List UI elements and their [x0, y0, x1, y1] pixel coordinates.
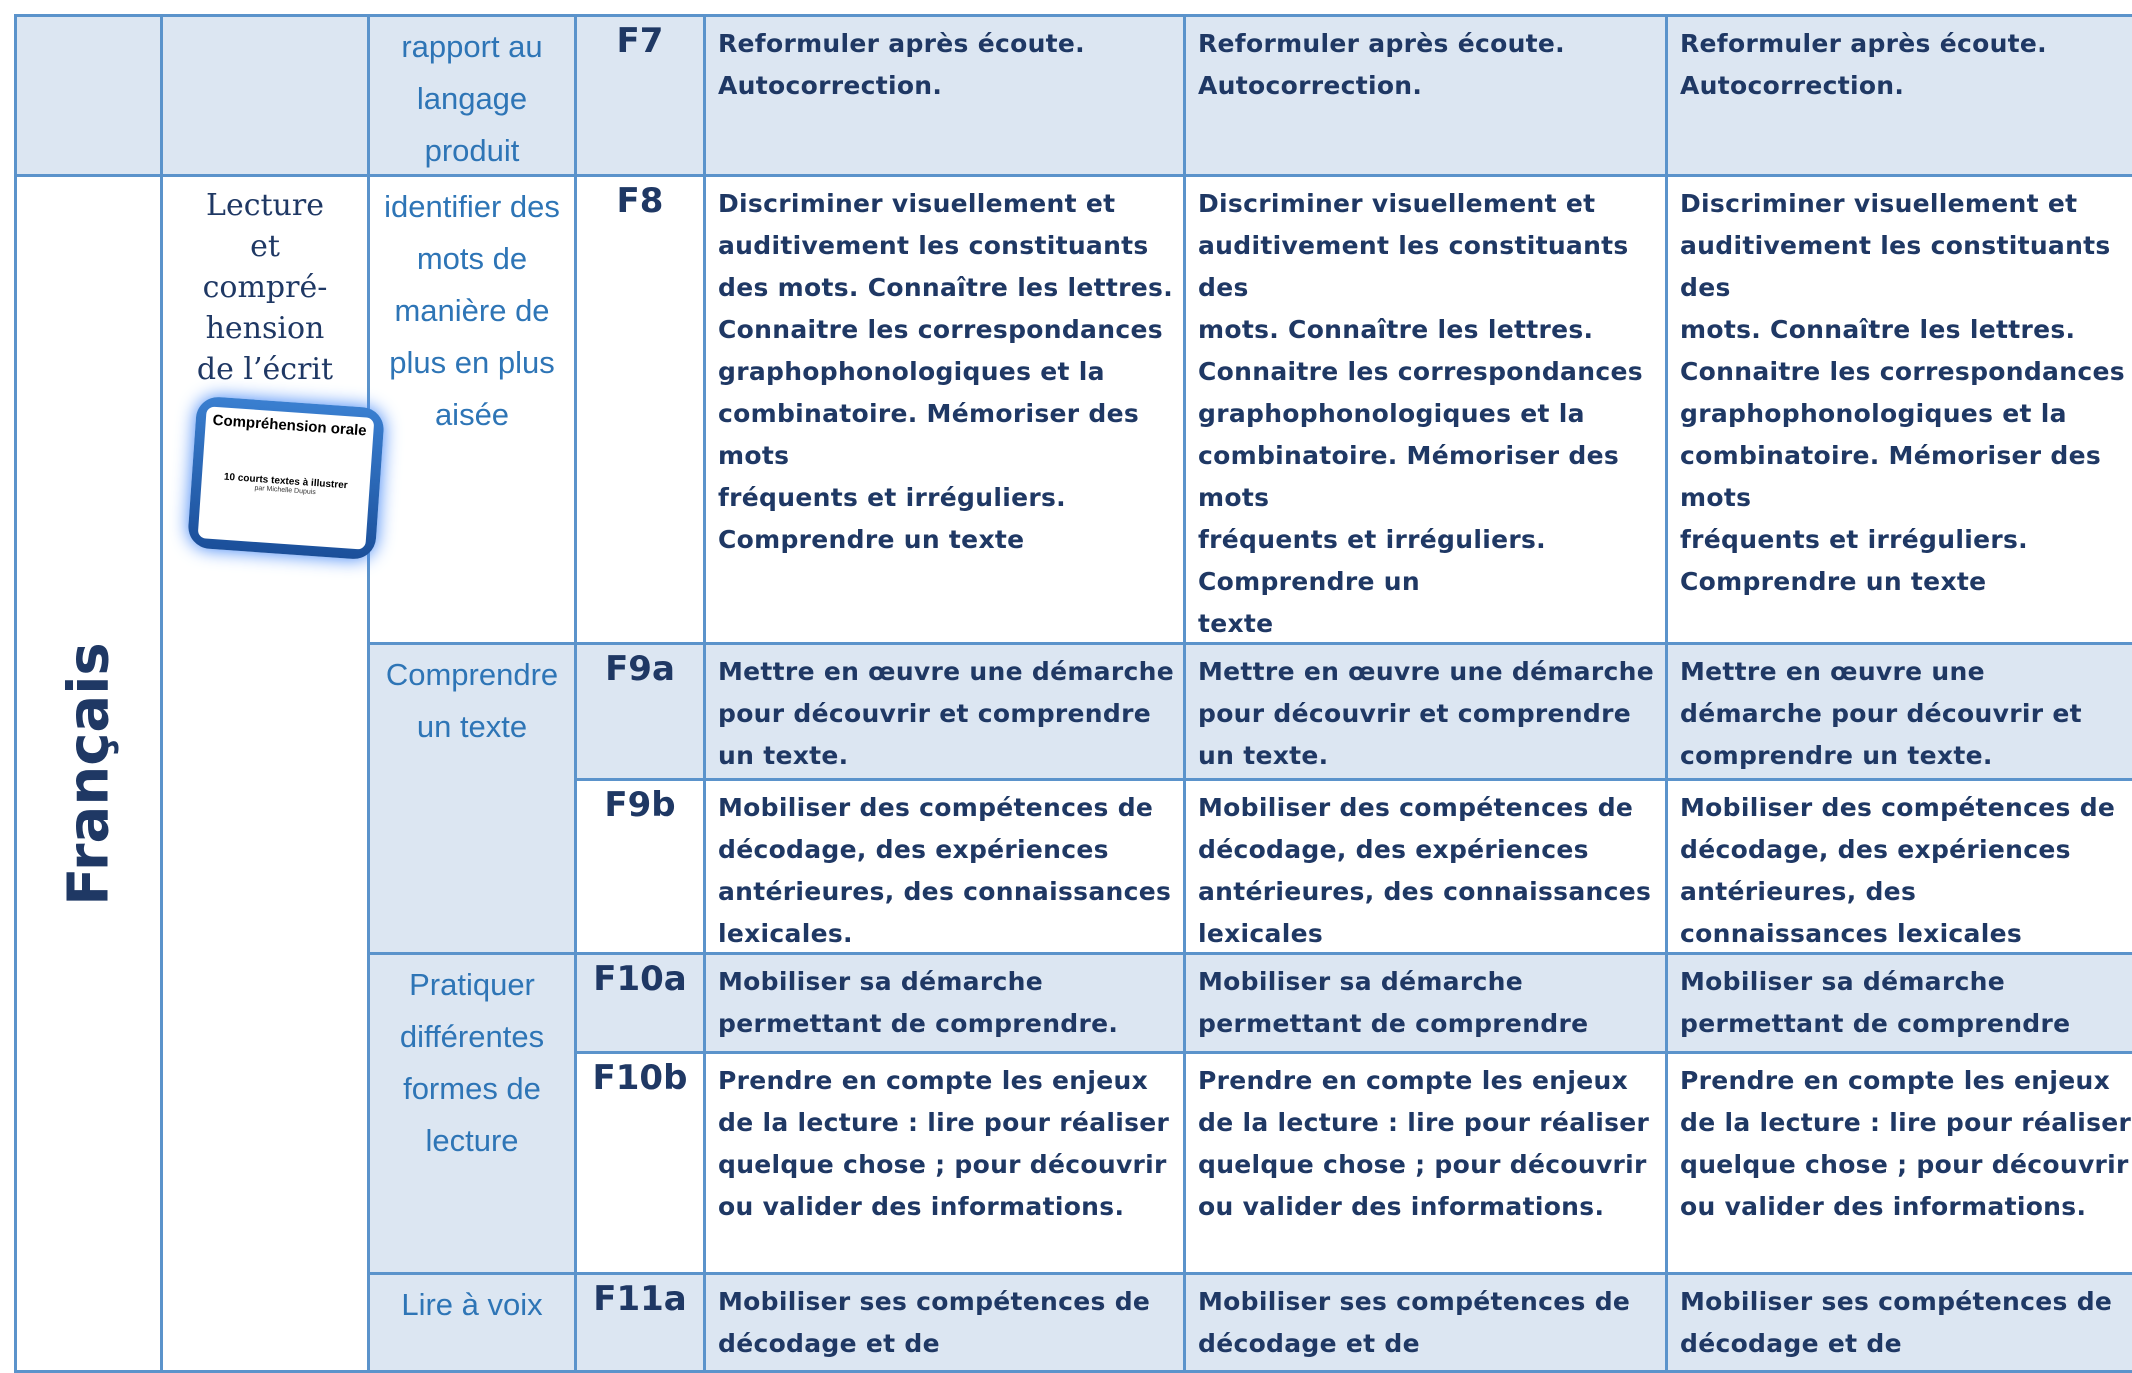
objective: Mettre en œuvre une démarche pour découv…	[1183, 642, 1668, 781]
objective: Mobiliser sa démarche permettant de comp…	[703, 952, 1186, 1054]
code: F9a	[574, 642, 706, 781]
code: F9b	[574, 778, 706, 955]
subject: Français	[56, 641, 121, 906]
book-cover: Compréhension orale 10 courts textes à il…	[197, 406, 375, 550]
subdomain: identifier des mots de manière de plus e…	[367, 174, 577, 645]
objective: Mobiliser sa démarche permettant de comp…	[1665, 952, 2132, 1054]
domain-line: et	[250, 229, 280, 264]
subject-cell: Français	[14, 174, 163, 1373]
domain-cell: Lecture et compré-hension de l’écrit	[160, 174, 370, 1373]
objective: Discriminer visuellement et auditivement…	[1183, 174, 1668, 645]
subdomain: rapport au langage produit	[367, 14, 577, 177]
objective: Mobiliser sa démarche permettant de comp…	[1183, 952, 1668, 1054]
domain-line: Lecture	[206, 188, 324, 223]
subdomain: Comprendre un texte	[367, 642, 577, 955]
empty-cell	[160, 14, 370, 177]
objective: Prendre en compte les enjeux de la lectu…	[1183, 1051, 1668, 1275]
objective: Mettre en œuvre une démarche pour découv…	[1665, 642, 2132, 781]
domain-line: de l’écrit	[196, 352, 334, 387]
objective: Prendre en compte les enjeux de la lectu…	[703, 1051, 1186, 1275]
objective: Mobiliser ses compétences de décodage et…	[1665, 1272, 2132, 1373]
code: F11a	[574, 1272, 706, 1373]
objective: Mobiliser ses compétences de décodage et…	[703, 1272, 1186, 1373]
objective: Reformuler après écoute. Autocorrection.	[1183, 14, 1668, 177]
objective: Mobiliser des compétences de décodage, d…	[703, 778, 1186, 955]
subdomain: Lire à voix	[367, 1272, 577, 1373]
objective: Mobiliser des compétences de décodage, d…	[1183, 778, 1668, 955]
subdomain: Pratiquer différentes formes de lecture	[367, 952, 577, 1275]
objective: Discriminer visuellement et auditivement…	[703, 174, 1186, 645]
empty-cell	[14, 14, 163, 177]
code: F8	[574, 174, 706, 645]
domain-line: hension	[205, 311, 325, 346]
code: F7	[574, 14, 706, 177]
code: F10b	[574, 1051, 706, 1275]
objective: Reformuler après écoute. Autocorrection.	[703, 14, 1186, 177]
objective: Mettre en œuvre une démarche pour découv…	[703, 642, 1186, 781]
domain-line: compré-	[202, 270, 328, 305]
book-icon: Compréhension orale 10 courts textes à il…	[186, 395, 386, 561]
objective: Mobiliser ses compétences de décodage et…	[1183, 1272, 1668, 1373]
code: F10a	[574, 952, 706, 1054]
objective: Reformuler après écoute. Autocorrection.	[1665, 14, 2132, 177]
objective: Prendre en compte les enjeux de la lectu…	[1665, 1051, 2132, 1275]
objective: Discriminer visuellement et auditivement…	[1665, 174, 2132, 645]
objective: Mobiliser des compétences de décodage, d…	[1665, 778, 2132, 955]
